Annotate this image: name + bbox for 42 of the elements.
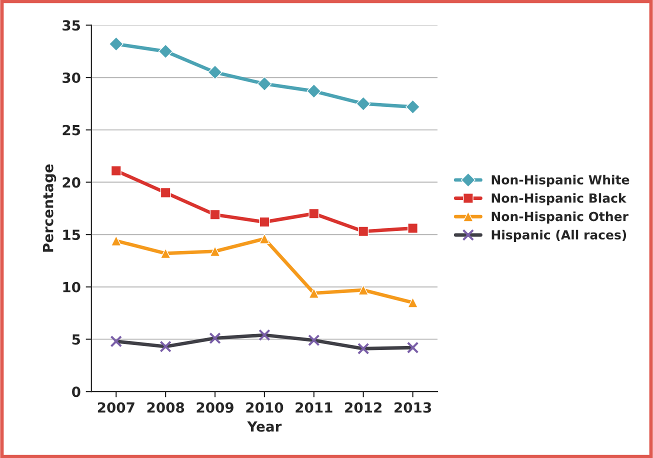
y-tick-label: 0 (72, 386, 80, 398)
point (257, 76, 272, 92)
x-tick-label: 2012 (345, 402, 382, 413)
y-tick-label: 5 (72, 334, 80, 345)
point (259, 216, 270, 228)
y-tick-label: 35 (62, 20, 80, 31)
y-tick-label: 30 (62, 72, 80, 84)
point (208, 65, 222, 80)
x-tick-label: 2009 (196, 402, 234, 413)
point (160, 248, 171, 259)
point (358, 226, 369, 237)
point (158, 44, 173, 59)
x-axis-title: Year (247, 421, 282, 432)
x-tick-label: 2008 (147, 402, 184, 413)
legend-label: Non-Hispanic White (492, 174, 630, 187)
x-tick-label: 2013 (394, 402, 432, 413)
point (210, 209, 220, 220)
point (408, 223, 418, 234)
point (356, 96, 371, 111)
point (308, 288, 320, 298)
point (108, 36, 124, 52)
x-tick-label: 2011 (296, 402, 332, 413)
point (110, 236, 122, 246)
point (308, 208, 320, 219)
point (160, 187, 171, 198)
point (408, 297, 418, 308)
point (259, 234, 270, 244)
legend-label: Non-Hispanic Black (492, 193, 627, 206)
x-tick-label: 2010 (246, 402, 284, 413)
point (358, 284, 369, 296)
y-tick-label: 10 (63, 282, 80, 292)
legend-label: Hispanic (All races) (492, 230, 626, 242)
y-tick-label: 20 (62, 177, 80, 188)
y-tick-label: 25 (62, 124, 80, 136)
legend-label: Non-Hispanic Other (492, 212, 628, 224)
point (110, 165, 122, 176)
point (406, 100, 420, 114)
point (306, 84, 322, 98)
x-tick-label: 2007 (98, 402, 134, 413)
y-tick-label: 15 (63, 230, 80, 240)
point (210, 246, 220, 257)
y-axis-title: Percentage (43, 164, 56, 252)
